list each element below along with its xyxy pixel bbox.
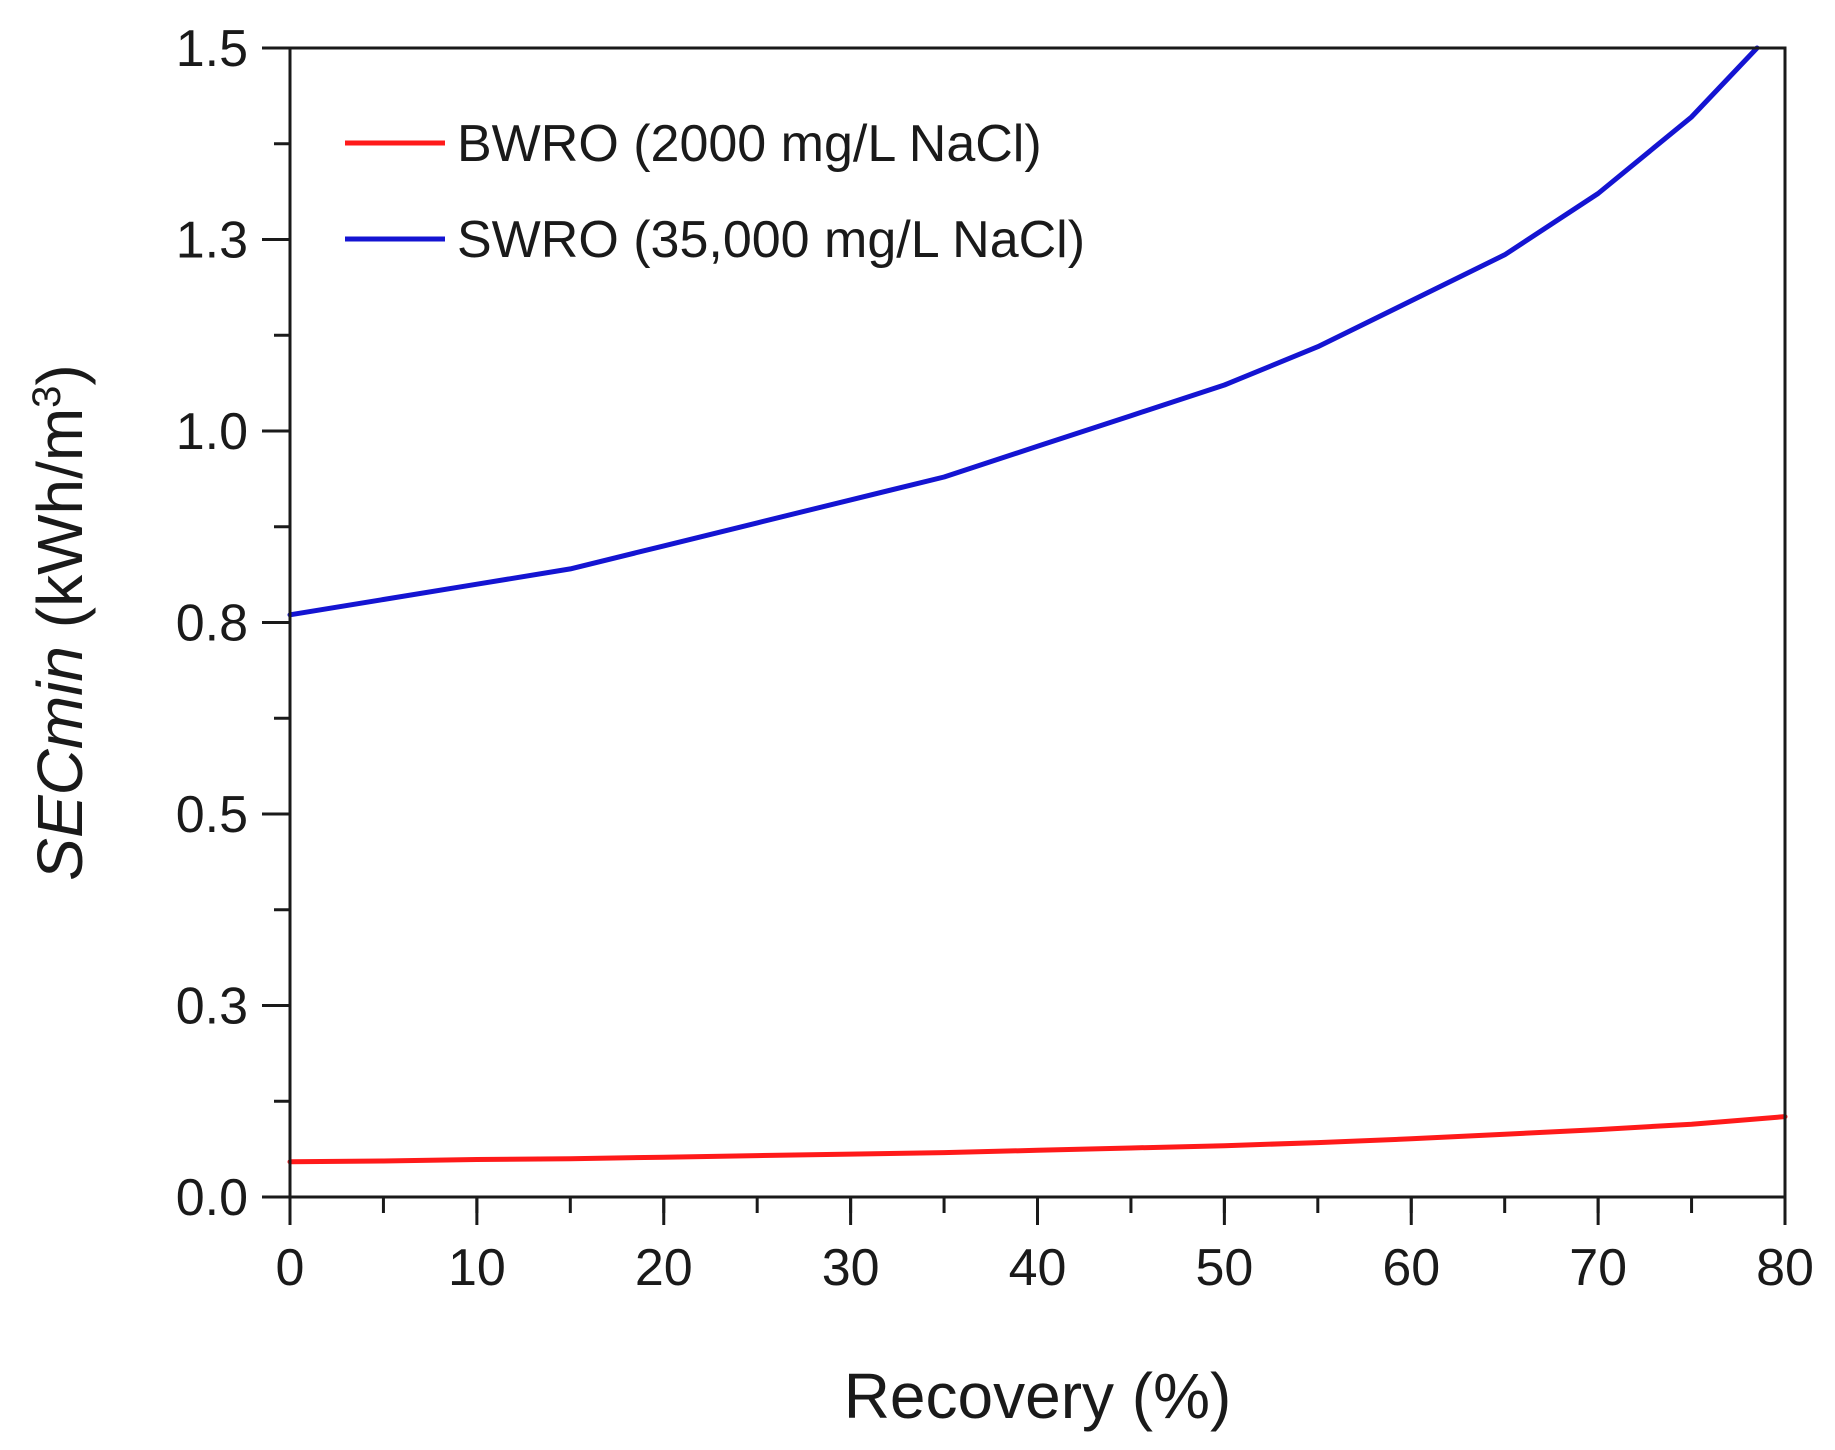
x-tick-label: 0 [276,1239,305,1297]
y-tick-label: 0.3 [176,978,248,1036]
x-tick-label: 10 [448,1239,506,1297]
axes: 0 10 20 30 40 50 60 70 80 0.0 0.3 0.5 0.8 1.0 1.3 1.5 [176,20,1814,1297]
y-tick-label: 1.3 [176,212,248,270]
y-axis-title: SECmin (kWh/m3) [24,364,96,880]
series-line-bwro [287,1114,1788,1165]
y-tick-label: 0.0 [176,1169,248,1227]
y-tick-label: 0.8 [176,595,248,653]
x-tick-label: 50 [1195,1239,1253,1297]
x-tick-label: 40 [1009,1239,1067,1297]
legend-label-bwro: BWRO (2000 mg/L NaCl) [457,115,1042,173]
x-tick-label: 20 [635,1239,693,1297]
y-tick-label: 1.0 [176,403,248,461]
plot-frame [288,46,1787,1199]
legend: BWRO (2000 mg/L NaCl) SWRO (35,000 mg/L … [345,115,1085,269]
x-axis-title: Recovery (%) [844,1360,1232,1432]
y-axis-title-units: (kWh/m [24,408,96,646]
x-tick-label: 80 [1756,1239,1814,1297]
series-line-swro [287,45,1760,618]
y-tick-label: 0.5 [176,786,248,844]
y-axis-title-symbol: SECmin [24,646,96,881]
x-tick-label: 30 [822,1239,880,1297]
y-axis-title-close: ) [24,364,96,385]
y-axis-title-superscript: 3 [25,386,69,408]
y-tick-label: 1.5 [176,20,248,78]
x-tick-label: 60 [1382,1239,1440,1297]
legend-label-swro: SWRO (35,000 mg/L NaCl) [457,211,1085,269]
x-tick-label: 70 [1569,1239,1627,1297]
series-group [287,45,1788,1165]
